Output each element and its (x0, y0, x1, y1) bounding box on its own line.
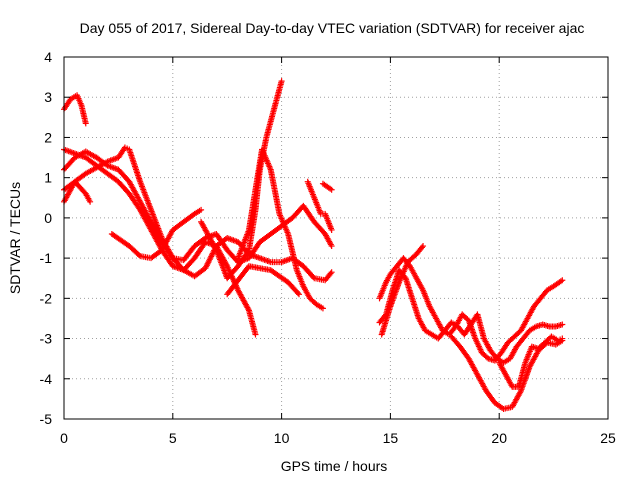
axis-ticks: 0 5 10 15 20 25 -5 -4 -3 -2 -1 0 1 2 3 4 (40, 49, 616, 446)
data-point (420, 243, 427, 250)
series-s11 (319, 180, 335, 193)
data-point (418, 244, 425, 251)
data-point (82, 120, 89, 127)
data-point (559, 277, 566, 284)
data-point (328, 226, 335, 233)
y-axis-label: SDTVAR / TECUs (7, 182, 23, 294)
data-point (327, 270, 334, 277)
series-s6 (108, 206, 205, 262)
x-tick-label: 5 (169, 430, 177, 446)
x-tick-label: 0 (60, 430, 68, 446)
data-point (319, 305, 326, 312)
x-tick-label: 25 (600, 430, 616, 446)
series-s15 (496, 333, 566, 390)
y-tick-label: 2 (44, 129, 52, 145)
x-tick-label: 20 (491, 430, 507, 446)
y-tick-label: -3 (40, 331, 53, 347)
y-tick-label: -4 (40, 371, 53, 387)
y-tick-label: -2 (40, 290, 53, 306)
series-s8 (235, 146, 326, 312)
data-point (328, 269, 335, 276)
series-s16 (378, 243, 427, 338)
series-s1 (61, 92, 89, 127)
data-point (559, 321, 566, 328)
data-point (198, 206, 205, 213)
x-axis-label: GPS time / hours (281, 458, 388, 474)
plot-frame (63, 56, 609, 420)
data-point (244, 264, 251, 271)
data-point (328, 243, 335, 250)
grid-lines (64, 57, 608, 419)
series-s4 (61, 144, 335, 266)
chart-title: Day 055 of 2017, Sidereal Day-to-day VTE… (80, 20, 585, 36)
data-point (135, 251, 142, 258)
data-point (245, 248, 252, 255)
y-tick-label: -5 (40, 411, 53, 427)
data-point (294, 290, 301, 297)
data-point (87, 198, 94, 205)
series-s9 (224, 263, 303, 298)
y-tick-label: 1 (44, 170, 52, 186)
data-point (328, 186, 335, 193)
y-tick-label: 0 (44, 210, 52, 226)
x-tick-label: 10 (274, 430, 290, 446)
series-s10 (304, 178, 335, 233)
y-tick-label: 4 (44, 49, 52, 65)
data-point (252, 331, 259, 338)
data-point (296, 291, 303, 298)
data-point (559, 335, 566, 342)
data-markers (61, 78, 566, 412)
x-tick-label: 15 (383, 430, 399, 446)
y-tick-label: 3 (44, 89, 52, 105)
data-point (278, 78, 285, 85)
y-tick-label: -1 (40, 250, 53, 266)
series-s5 (61, 178, 94, 205)
